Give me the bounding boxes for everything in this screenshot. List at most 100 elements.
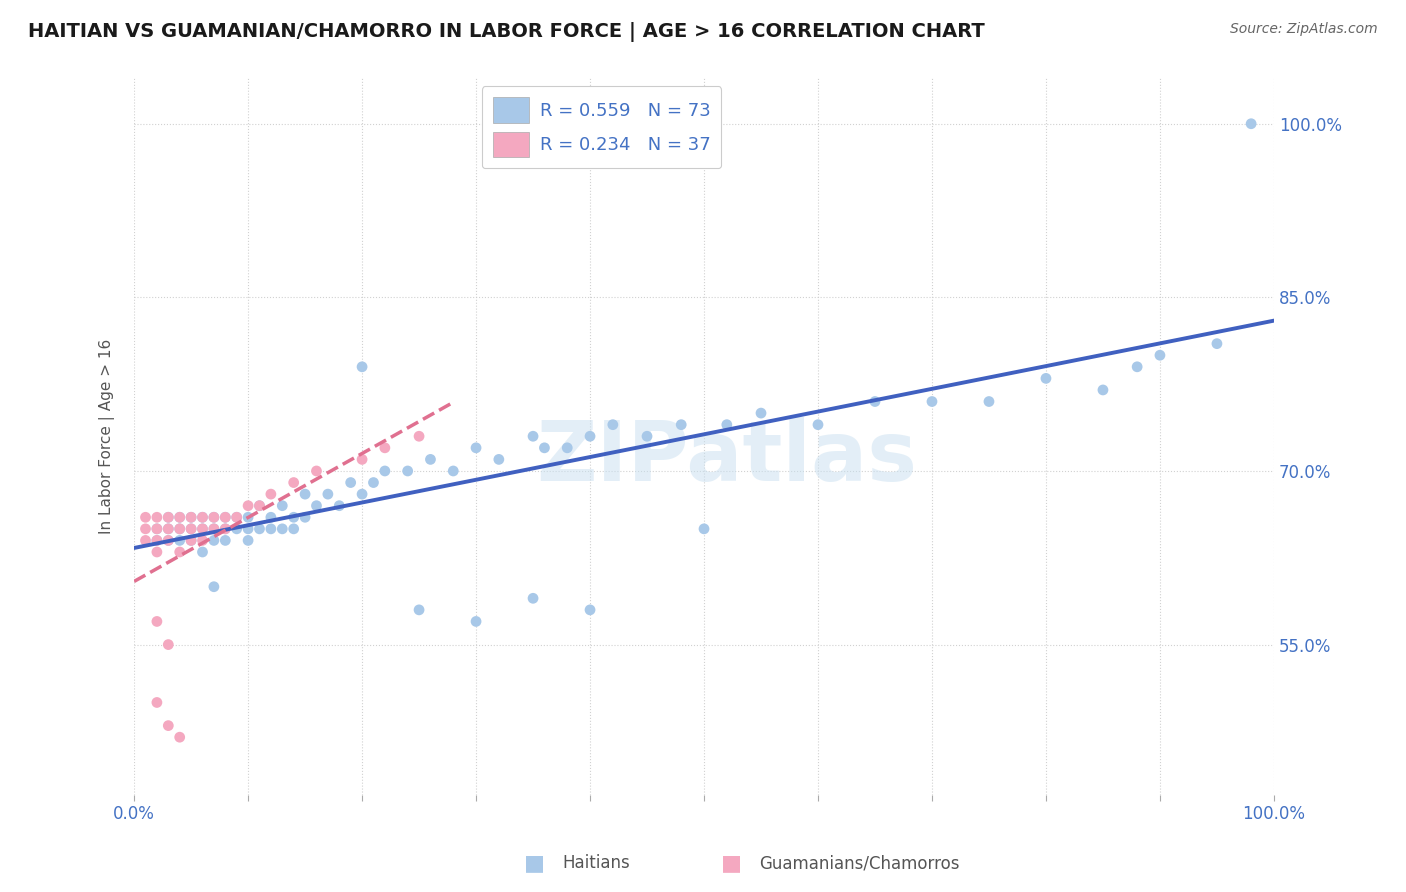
Point bbox=[522, 591, 544, 606]
Point bbox=[260, 510, 283, 524]
Point bbox=[339, 475, 361, 490]
Point bbox=[134, 533, 156, 548]
Point bbox=[157, 533, 180, 548]
Text: Guamanians/Chamorros: Guamanians/Chamorros bbox=[759, 855, 960, 872]
Point bbox=[533, 441, 555, 455]
Point bbox=[374, 464, 396, 478]
Point bbox=[465, 441, 488, 455]
Point bbox=[1035, 371, 1057, 385]
Point bbox=[146, 522, 169, 536]
Point bbox=[180, 533, 202, 548]
Point bbox=[305, 499, 328, 513]
Point bbox=[294, 487, 316, 501]
Point bbox=[146, 510, 169, 524]
Point bbox=[146, 533, 169, 548]
Text: ■: ■ bbox=[524, 854, 544, 873]
Point bbox=[352, 359, 374, 374]
Point bbox=[807, 417, 830, 432]
Point bbox=[202, 510, 225, 524]
Point bbox=[522, 429, 544, 443]
Point bbox=[134, 522, 156, 536]
Point bbox=[225, 510, 247, 524]
Legend: R = 0.559   N = 73, R = 0.234   N = 37: R = 0.559 N = 73, R = 0.234 N = 37 bbox=[482, 87, 721, 169]
Point bbox=[169, 510, 191, 524]
Point bbox=[249, 522, 271, 536]
Point bbox=[260, 487, 283, 501]
Point bbox=[249, 499, 271, 513]
Point bbox=[283, 510, 305, 524]
Point bbox=[202, 533, 225, 548]
Text: Haitians: Haitians bbox=[562, 855, 630, 872]
Point bbox=[169, 522, 191, 536]
Point bbox=[180, 533, 202, 548]
Point bbox=[180, 522, 202, 536]
Point bbox=[579, 429, 602, 443]
Point bbox=[191, 545, 214, 559]
Point bbox=[157, 510, 180, 524]
Point bbox=[146, 533, 169, 548]
Point bbox=[1206, 336, 1229, 351]
Point bbox=[671, 417, 693, 432]
Point bbox=[157, 638, 180, 652]
Point bbox=[214, 533, 236, 548]
Point bbox=[408, 603, 430, 617]
Point bbox=[236, 510, 259, 524]
Point bbox=[260, 522, 283, 536]
Text: Source: ZipAtlas.com: Source: ZipAtlas.com bbox=[1230, 22, 1378, 37]
Point bbox=[271, 522, 294, 536]
Point bbox=[134, 510, 156, 524]
Point bbox=[169, 522, 191, 536]
Point bbox=[225, 510, 247, 524]
Point bbox=[180, 510, 202, 524]
Point bbox=[157, 522, 180, 536]
Point bbox=[305, 464, 328, 478]
Point bbox=[236, 533, 259, 548]
Point bbox=[977, 394, 1000, 409]
Point bbox=[214, 522, 236, 536]
Point bbox=[146, 545, 169, 559]
Point bbox=[863, 394, 886, 409]
Point bbox=[146, 522, 169, 536]
Point bbox=[716, 417, 738, 432]
Point bbox=[602, 417, 624, 432]
Point bbox=[465, 615, 488, 629]
Point bbox=[249, 499, 271, 513]
Point bbox=[169, 510, 191, 524]
Point bbox=[146, 696, 169, 710]
Point bbox=[180, 510, 202, 524]
Point bbox=[363, 475, 385, 490]
Point bbox=[1240, 117, 1263, 131]
Point bbox=[157, 522, 180, 536]
Point bbox=[202, 522, 225, 536]
Point bbox=[191, 510, 214, 524]
Point bbox=[202, 522, 225, 536]
Point bbox=[169, 730, 191, 744]
Point bbox=[202, 580, 225, 594]
Point bbox=[408, 429, 430, 443]
Text: ZIPatlas: ZIPatlas bbox=[536, 417, 917, 499]
Point bbox=[328, 499, 350, 513]
Point bbox=[169, 545, 191, 559]
Point bbox=[352, 487, 374, 501]
Point bbox=[352, 452, 374, 467]
Point bbox=[636, 429, 658, 443]
Point bbox=[236, 499, 259, 513]
Point bbox=[191, 510, 214, 524]
Point bbox=[191, 533, 214, 548]
Point bbox=[749, 406, 772, 420]
Point bbox=[921, 394, 943, 409]
Point bbox=[441, 464, 464, 478]
Point bbox=[236, 522, 259, 536]
Point bbox=[157, 718, 180, 732]
Point bbox=[214, 510, 236, 524]
Point bbox=[214, 522, 236, 536]
Text: ■: ■ bbox=[721, 854, 741, 873]
Point bbox=[146, 615, 169, 629]
Point bbox=[214, 510, 236, 524]
Point bbox=[157, 510, 180, 524]
Point bbox=[191, 522, 214, 536]
Point bbox=[488, 452, 510, 467]
Point bbox=[225, 522, 247, 536]
Point bbox=[283, 475, 305, 490]
Point bbox=[283, 522, 305, 536]
